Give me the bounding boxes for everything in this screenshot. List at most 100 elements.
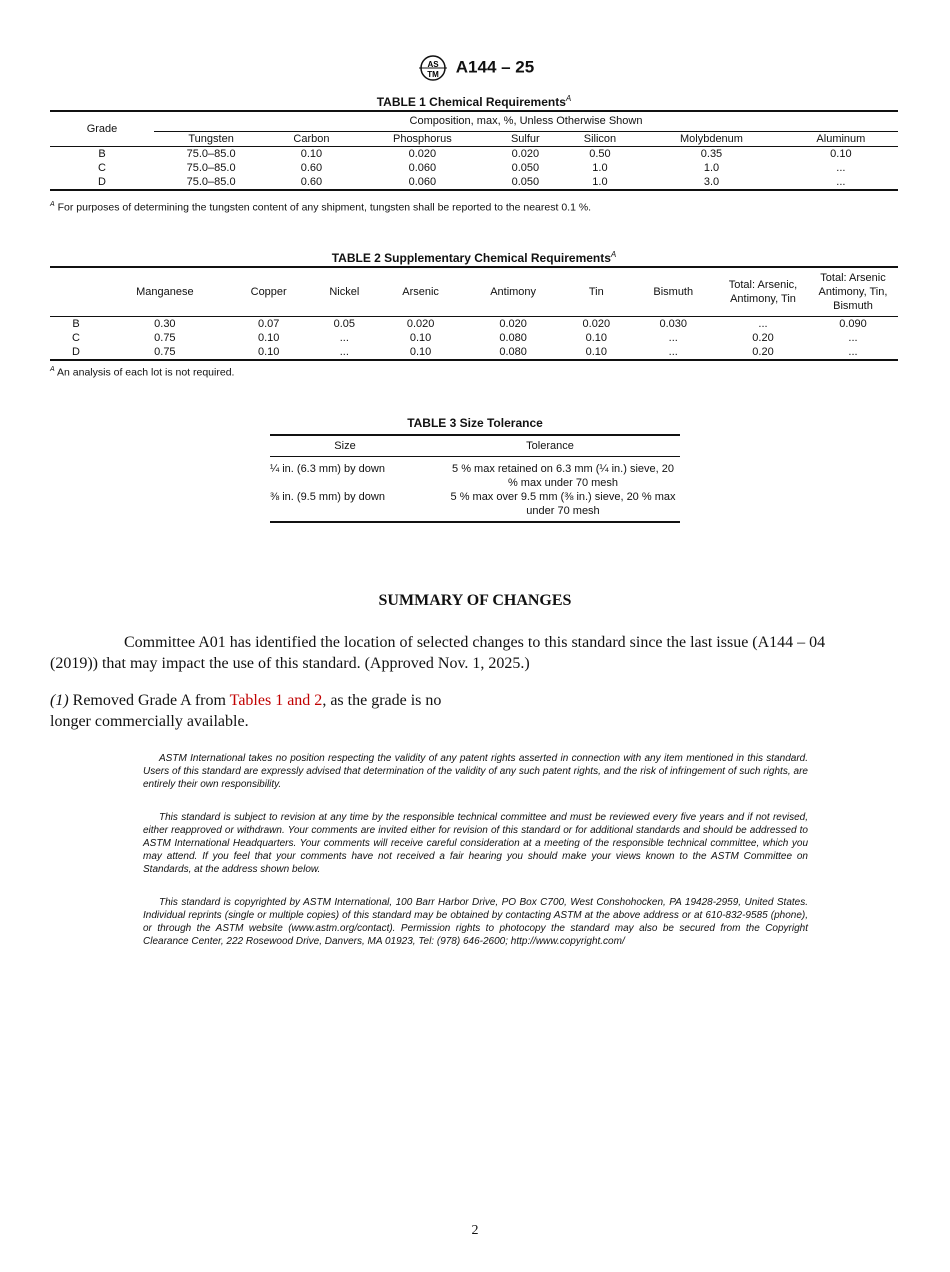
table-cell: C	[72, 332, 80, 344]
table1-footnote: A For purposes of determining the tungst…	[50, 201, 592, 214]
column-header: Tin	[588, 286, 604, 298]
column-header: Bismuth	[653, 286, 694, 298]
table-cell: 0.020	[499, 318, 527, 330]
table-cell: ...	[836, 176, 846, 188]
page-header: AS TM A144 – 25	[0, 54, 950, 82]
table-cell: 75.0–85.0	[186, 148, 236, 160]
column-header: Total: Arsenic Antimony, Tin, Bismuth	[818, 272, 888, 312]
table-cell: 3.0	[703, 176, 720, 188]
table-row: D 75.0–85.0 0.60 0.060 0.050 1.0 3.0...	[50, 175, 898, 190]
table-cell: 0.75	[154, 332, 176, 344]
table-cell: 75.0–85.0	[186, 176, 236, 188]
legal-notices: ASTM International takes no position res…	[143, 752, 808, 967]
column-header: Silicon	[583, 133, 617, 145]
table-cell: 0.10	[830, 148, 852, 160]
table-cell: 0.60	[300, 176, 323, 188]
table-cell: 0.10	[409, 346, 432, 358]
table-cell: ...	[668, 332, 678, 344]
column-header: Molybdenum	[679, 133, 743, 145]
table-cell: ...	[836, 162, 846, 174]
table-cell: 0.10	[585, 346, 607, 358]
table-cell: 0.30	[154, 318, 176, 330]
table-cell: 0.20	[752, 332, 774, 344]
table2-footnote: A An analysis of each lot is not require…	[50, 366, 235, 379]
table-cell: 0.080	[499, 346, 527, 358]
page-number: 2	[471, 1223, 479, 1238]
table-row: C 0.75 0.10... 0.10 0.080 0.10... 0.20...	[50, 331, 898, 345]
column-header: Tungsten	[188, 133, 234, 145]
table-cell: C	[98, 162, 106, 174]
column-header: Tolerance	[526, 440, 574, 452]
table-cell: 1.0	[592, 162, 608, 174]
table-cell: 0.10	[257, 332, 280, 344]
table-row: B 0.30 0.07 0.05 0.020 0.020 0.020 0.030... 0.09…	[50, 317, 898, 332]
copyright-notice: This standard is copyrighted by ASTM Int…	[143, 896, 808, 948]
composition-header: Composition, max, %, Unless Otherwise Sh…	[154, 111, 898, 132]
revision-notice: This standard is subject to revision at …	[143, 811, 808, 876]
column-header	[50, 267, 102, 317]
column-header: Sulfur	[510, 133, 540, 145]
table-cell: B	[72, 318, 80, 330]
column-header: Manganese	[136, 286, 194, 298]
table-cell: ...	[848, 332, 858, 344]
summary-heading: SUMMARY OF CHANGES	[378, 592, 572, 609]
table-cell: 0.07	[257, 318, 280, 330]
designation: A144 – 25	[455, 57, 535, 77]
table-cell: 5 % max retained on 6.3 mm (¼ in.) sieve…	[452, 463, 674, 489]
table-cell: 0.060	[408, 162, 437, 174]
table-cell: 0.05	[333, 318, 356, 330]
table-cell: 0.020	[406, 318, 435, 330]
table-row: B 75.0–85.0 0.10 0.020 0.020 0.50 0.35 0.10	[50, 147, 898, 162]
table-cell: 0.75	[154, 346, 176, 358]
column-header: Size	[334, 440, 356, 452]
column-header: Arsenic	[402, 286, 439, 298]
column-header: Nickel	[329, 286, 360, 298]
table-cell: 0.020	[582, 318, 611, 330]
table-cell: 0.20	[752, 346, 774, 358]
table-cell: 0.10	[409, 332, 432, 344]
table-cell: ...	[758, 318, 768, 330]
tables-link[interactable]: Tables 1 and 2	[229, 692, 323, 709]
table-cell: ...	[339, 346, 349, 358]
table-cell: B	[98, 148, 106, 160]
table3-title: TABLE 3 Size Tolerance	[407, 416, 543, 430]
table-cell: ...	[339, 332, 349, 344]
table-cell: ...	[848, 346, 858, 358]
svg-text:TM: TM	[427, 70, 439, 79]
svg-text:AS: AS	[427, 60, 439, 69]
table-cell: 0.10	[300, 148, 323, 160]
table-row: C 75.0–85.0 0.60 0.060 0.050 1.0 1.0...	[50, 161, 898, 175]
table2: Manganese Copper Nickel Arsenic Antimony Tin B…	[50, 266, 898, 361]
column-header: Total: Arsenic, Antimony, Tin	[728, 279, 798, 305]
table-cell: ⅜ in. (9.5 mm) by down	[270, 491, 385, 503]
table-cell: 0.050	[511, 162, 540, 174]
table-cell: 0.060	[408, 176, 437, 188]
astm-logo-icon: AS TM	[418, 55, 447, 81]
table-row: D 0.75 0.10... 0.10 0.080 0.10... 0.20...	[50, 345, 898, 360]
table-cell: 0.050	[511, 176, 540, 188]
table-row: ⅜ in. (9.5 mm) by down 5 % max over 9.5 m…	[270, 490, 680, 522]
table-cell: 1.0	[703, 162, 720, 174]
table-cell: 5 % max over 9.5 mm (⅜ in.) sieve, 20 % …	[450, 491, 676, 517]
summary-intro: Committee A01 has identified the locatio…	[50, 634, 826, 672]
column-header: Carbon	[293, 133, 330, 145]
table-cell: 0.10	[585, 332, 607, 344]
table-cell: 0.030	[659, 318, 688, 330]
table-cell: 0.090	[839, 318, 867, 330]
table1: Grade Composition, max, %, Unless Otherw…	[50, 110, 898, 191]
table1-title: TABLE 1 Chemical RequirementsA	[376, 94, 572, 109]
table-cell: 75.0–85.0	[186, 162, 236, 174]
table-cell: 0.10	[257, 346, 280, 358]
table3: Size Tolerance ¼ in. (6.3 mm) by down 5 % …	[270, 434, 680, 523]
table-cell: 0.60	[300, 162, 323, 174]
grade-header: Grade	[50, 111, 154, 147]
column-header: Phosphorus	[392, 133, 452, 145]
patent-notice: ASTM International takes no position res…	[143, 753, 808, 791]
table-cell: 0.020	[408, 148, 437, 160]
table-cell: 0.35	[700, 148, 723, 160]
table-cell: ...	[668, 346, 678, 358]
table-cell: 1.0	[592, 176, 608, 188]
column-header: Aluminum	[816, 133, 866, 145]
table-cell: 0.080	[499, 332, 527, 344]
table2-title: TABLE 2 Supplementary Chemical Requireme…	[331, 250, 617, 265]
